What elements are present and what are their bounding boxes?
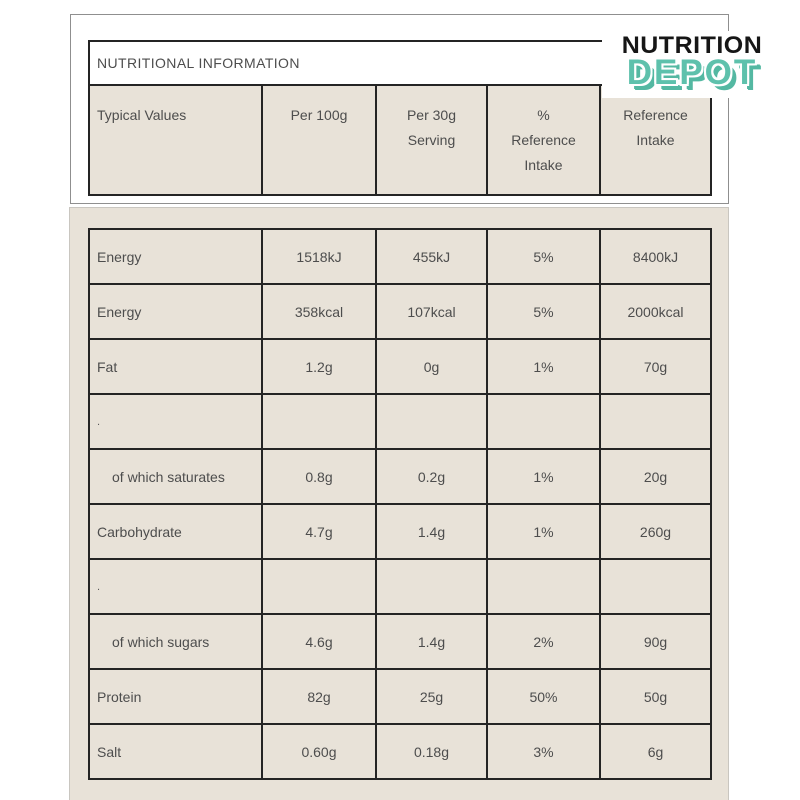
value-ri: 2000kcal	[599, 283, 712, 340]
table-row-spacer: .	[88, 393, 712, 450]
column-header-row: Typical Values Per 100g Per 30g Serving …	[88, 84, 712, 196]
value-ri: 8400kJ	[599, 228, 712, 285]
value-per-100g: 0.60g	[261, 723, 377, 780]
value-per-30g: 1.4g	[375, 503, 488, 560]
value-ri: 50g	[599, 668, 712, 725]
row-label: Energy	[88, 283, 263, 340]
row-label: Protein	[88, 668, 263, 725]
table-row-sugars: of which sugars 4.6g 1.4g 2% 90g	[88, 613, 712, 670]
value-pct-ri: 50%	[486, 668, 601, 725]
row-label: .	[88, 393, 263, 450]
value-pct-ri	[486, 393, 601, 450]
value-per-30g: 25g	[375, 668, 488, 725]
value-ri: 90g	[599, 613, 712, 670]
value-per-30g: 0.18g	[375, 723, 488, 780]
value-per-30g	[375, 558, 488, 615]
column-header-per-30g-serving: Per 30g Serving	[375, 84, 488, 196]
value-ri	[599, 393, 712, 450]
value-pct-ri: 1%	[486, 448, 601, 505]
row-label: Carbohydrate	[88, 503, 263, 560]
table-row-salt: Salt 0.60g 0.18g 3% 6g	[88, 723, 712, 780]
value-ri: 70g	[599, 338, 712, 395]
value-per-30g	[375, 393, 488, 450]
value-per-100g: 82g	[261, 668, 377, 725]
value-pct-ri: 1%	[486, 338, 601, 395]
value-per-30g: 107kcal	[375, 283, 488, 340]
column-header-reference-intake: Reference Intake	[599, 84, 712, 196]
value-per-100g: 0.8g	[261, 448, 377, 505]
value-per-100g: 358kcal	[261, 283, 377, 340]
value-per-30g: 1.4g	[375, 613, 488, 670]
row-label: of which saturates	[88, 448, 263, 505]
value-per-30g: 455kJ	[375, 228, 488, 285]
table-row-energy-kj: Energy 1518kJ 455kJ 5% 8400kJ	[88, 228, 712, 285]
row-label: of which sugars	[88, 613, 263, 670]
column-header-per-100g: Per 100g	[261, 84, 377, 196]
value-per-100g	[261, 558, 377, 615]
row-label: Salt	[88, 723, 263, 780]
table-row-energy-kcal: Energy 358kcal 107kcal 5% 2000kcal	[88, 283, 712, 340]
row-label: Energy	[88, 228, 263, 285]
column-header-pct-reference-intake: % Reference Intake	[486, 84, 601, 196]
row-label: .	[88, 558, 263, 615]
brand-logo-depot-text: DEPOT	[626, 53, 758, 92]
table-row-saturates: of which saturates 0.8g 0.2g 1% 20g	[88, 448, 712, 505]
value-ri: 20g	[599, 448, 712, 505]
value-per-100g: 4.7g	[261, 503, 377, 560]
brand-logo: NUTRITION DEPOT	[602, 31, 782, 98]
table-row-spacer: .	[88, 558, 712, 615]
value-per-30g: 0.2g	[375, 448, 488, 505]
value-pct-ri: 5%	[486, 228, 601, 285]
value-ri: 260g	[599, 503, 712, 560]
value-per-100g: 1.2g	[261, 338, 377, 395]
table-row-fat: Fat 1.2g 0g 1% 70g	[88, 338, 712, 395]
value-per-30g: 0g	[375, 338, 488, 395]
value-ri: 6g	[599, 723, 712, 780]
value-pct-ri: 1%	[486, 503, 601, 560]
value-per-100g: 4.6g	[261, 613, 377, 670]
value-per-100g: 1518kJ	[261, 228, 377, 285]
value-pct-ri: 3%	[486, 723, 601, 780]
row-label: Fat	[88, 338, 263, 395]
column-header-typical-values: Typical Values	[88, 84, 263, 196]
value-per-100g	[261, 393, 377, 450]
table-row-carbohydrate: Carbohydrate 4.7g 1.4g 1% 260g	[88, 503, 712, 560]
value-ri	[599, 558, 712, 615]
values-table: Energy 1518kJ 455kJ 5% 8400kJ Energy 358…	[88, 228, 712, 780]
brand-logo-nutrition-text: NUTRITION	[621, 32, 763, 59]
value-pct-ri: 2%	[486, 613, 601, 670]
value-pct-ri	[486, 558, 601, 615]
table-row-protein: Protein 82g 25g 50% 50g	[88, 668, 712, 725]
value-pct-ri: 5%	[486, 283, 601, 340]
